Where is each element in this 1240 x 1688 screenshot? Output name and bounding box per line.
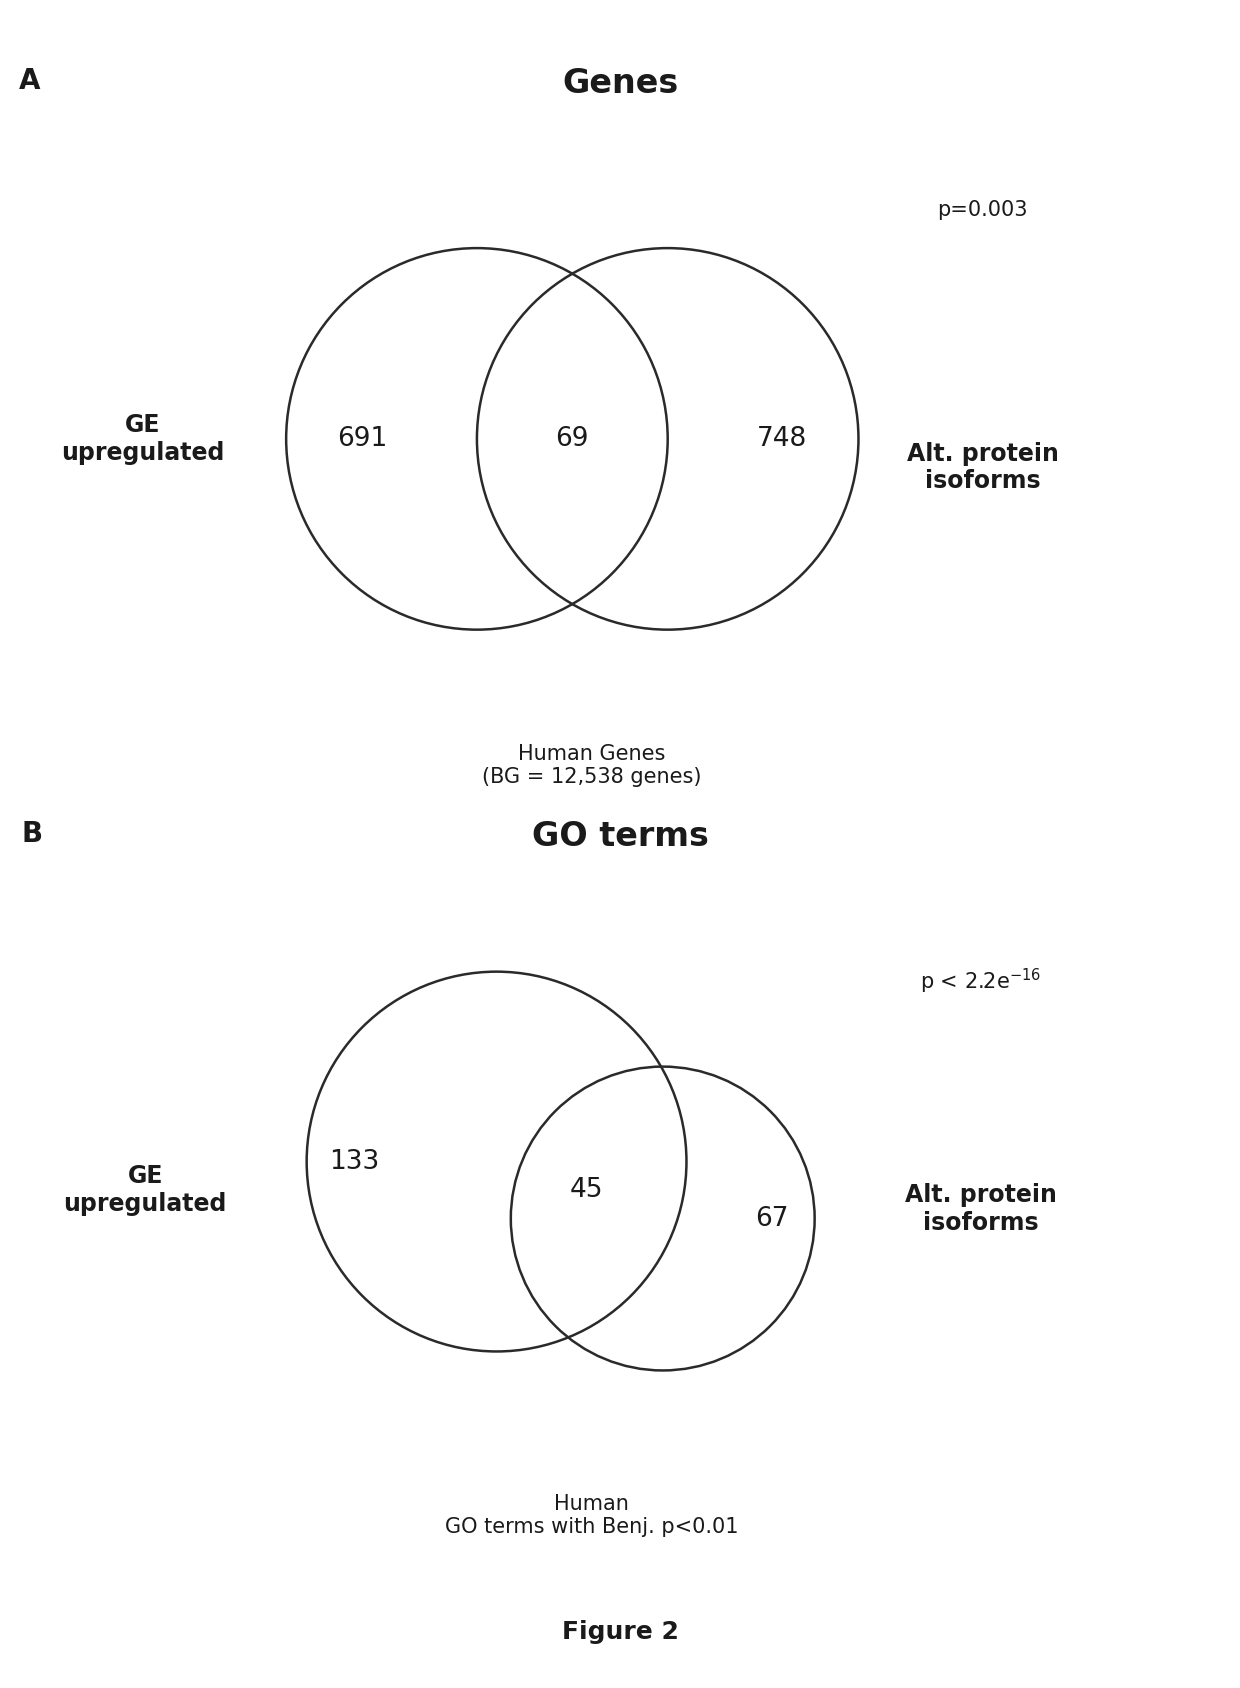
Text: GE
upregulated: GE upregulated	[63, 1165, 227, 1215]
Text: Genes: Genes	[562, 68, 678, 100]
Text: Human
GO terms with Benj. p<0.01: Human GO terms with Benj. p<0.01	[445, 1494, 738, 1538]
Text: 133: 133	[329, 1148, 379, 1175]
Text: 45: 45	[570, 1177, 604, 1204]
Text: 67: 67	[755, 1205, 789, 1232]
Text: B: B	[22, 820, 43, 847]
Text: p=0.003: p=0.003	[937, 199, 1028, 219]
Text: Human Genes
(BG = 12,538 genes): Human Genes (BG = 12,538 genes)	[481, 744, 701, 787]
Text: Alt. protein
isoforms: Alt. protein isoforms	[906, 442, 1059, 493]
Text: GO terms: GO terms	[532, 820, 708, 852]
Text: 691: 691	[337, 425, 388, 452]
Text: GE
upregulated: GE upregulated	[62, 414, 224, 464]
Text: p < 2.2e$^{-16}$: p < 2.2e$^{-16}$	[920, 967, 1042, 996]
Text: Figure 2: Figure 2	[562, 1620, 678, 1644]
Text: 748: 748	[758, 425, 807, 452]
Text: A: A	[19, 68, 41, 95]
Text: 69: 69	[556, 425, 589, 452]
Text: Alt. protein
isoforms: Alt. protein isoforms	[905, 1183, 1056, 1236]
